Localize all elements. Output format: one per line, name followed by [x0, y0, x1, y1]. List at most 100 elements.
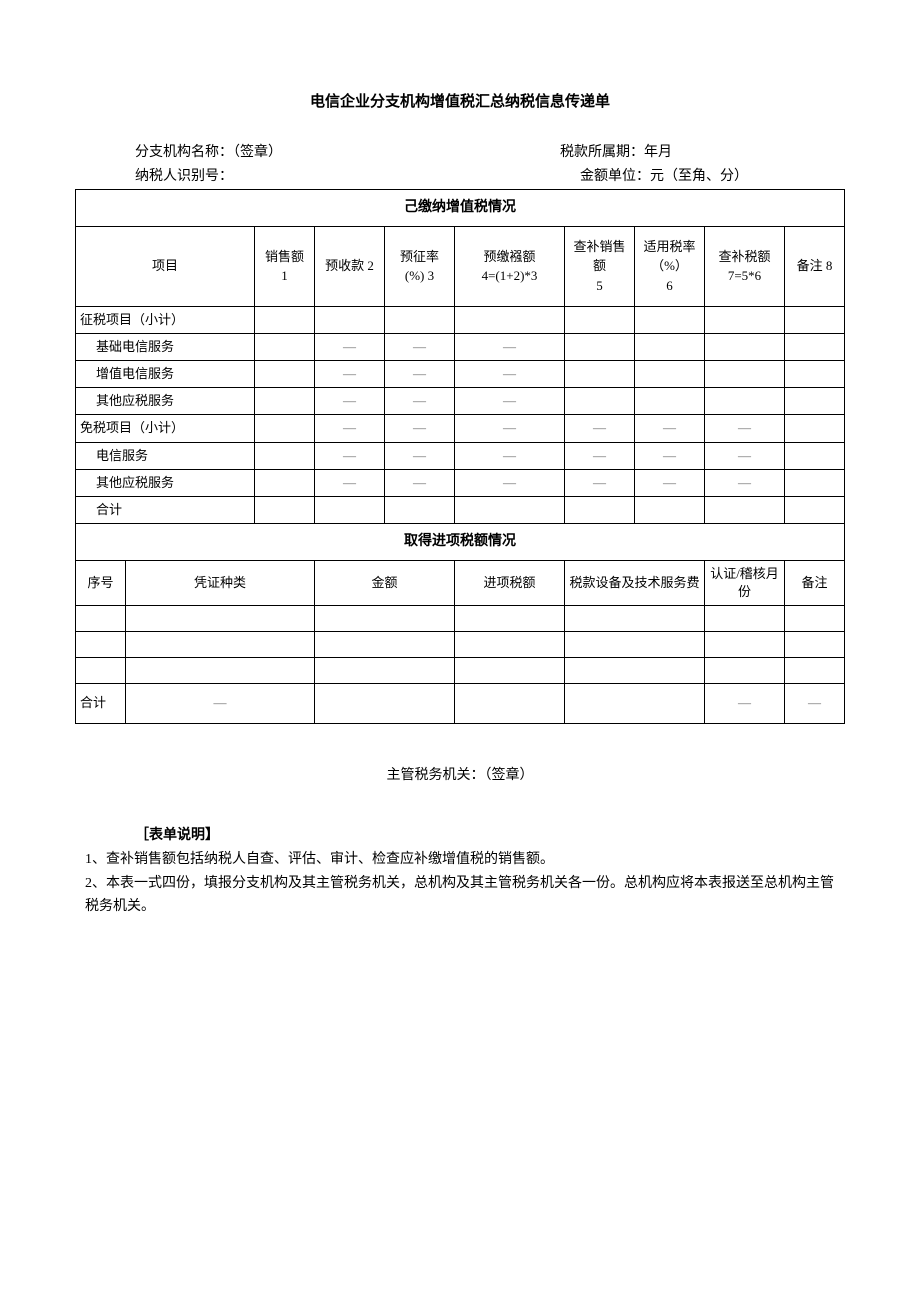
s1-r0-c2 — [385, 306, 455, 333]
s1-r6-c3: — — [455, 469, 565, 496]
s1-r6-c4: — — [565, 469, 635, 496]
s2-r0-c0 — [76, 606, 126, 632]
s2-r2-c2 — [315, 658, 455, 684]
s1-r2-c3: — — [455, 360, 565, 387]
s1-col-pretax: 预缴襁额4=(1+2)*3 — [455, 226, 565, 306]
s1-r0-c7 — [785, 306, 845, 333]
s1-r1-label: 基础电信服务 — [76, 333, 255, 360]
s2-r3-c6: — — [785, 684, 845, 724]
s1-r3-c3: — — [455, 388, 565, 415]
s2-r0-c6 — [785, 606, 845, 632]
s2-col-seq: 序号 — [76, 560, 126, 605]
s1-r7-label: 合计 — [76, 496, 255, 523]
s1-r3-label: 其他应税服务 — [76, 388, 255, 415]
s1-r7-c6 — [705, 496, 785, 523]
s2-col-voucher: 凭证种类 — [126, 560, 315, 605]
unit-label: 金额单位：元（至角、分） — [360, 165, 805, 185]
table-row — [76, 606, 845, 632]
s1-r5-label: 电信服务 — [76, 442, 255, 469]
section2-header: 取得进项税额情况 — [76, 524, 845, 561]
s1-r6-c0 — [255, 469, 315, 496]
s1-r2-c2: — — [385, 360, 455, 387]
s2-r1-c3 — [455, 632, 565, 658]
table-row: 其他应税服务 — — — — [76, 388, 845, 415]
table-row: 增值电信服务 — — — — [76, 360, 845, 387]
page-title: 电信企业分支机构增值税汇总纳税信息传递单 — [75, 90, 845, 111]
s1-r3-c7 — [785, 388, 845, 415]
s1-r2-c0 — [255, 360, 315, 387]
s1-col-apply-rate: 适用税率（%）6 — [635, 226, 705, 306]
note-2: 2、本表一式四份，填报分支机构及其主管税务机关，总机构及其主管税务机关各一份。总… — [85, 872, 835, 920]
s1-r2-c7 — [785, 360, 845, 387]
s1-r4-c7 — [785, 415, 845, 442]
s1-r1-c0 — [255, 333, 315, 360]
s1-r5-c2: — — [385, 442, 455, 469]
branch-label: 分支机构名称：（签章） — [135, 141, 380, 161]
main-table: 己缴纳增值税情况 项目 销售额1 预收款 2 预征率(%) 3 预缴襁额4=(1… — [75, 189, 845, 724]
s1-col-rate: 预征率(%) 3 — [385, 226, 455, 306]
s1-col-check-tax: 查补税额7=5*6 — [705, 226, 785, 306]
s1-r3-c5 — [635, 388, 705, 415]
s1-r4-c2: — — [385, 415, 455, 442]
s1-r6-c7 — [785, 469, 845, 496]
s1-r7-c2 — [385, 496, 455, 523]
s1-r0-c0 — [255, 306, 315, 333]
s1-r0-label: 征税项目（小计） — [76, 306, 255, 333]
s1-r3-c4 — [565, 388, 635, 415]
s1-r0-c3 — [455, 306, 565, 333]
s1-r0-c1 — [315, 306, 385, 333]
s1-r0-c5 — [635, 306, 705, 333]
section1-header: 己缴纳增值税情况 — [76, 190, 845, 227]
meta-row-1: 分支机构名称：（签章） 税款所属期：年月 — [75, 141, 845, 161]
s1-r5-c5: — — [635, 442, 705, 469]
s1-r5-c1: — — [315, 442, 385, 469]
s2-r0-c2 — [315, 606, 455, 632]
s1-r4-c1: — — [315, 415, 385, 442]
s1-col-check-sales: 查补销售额5 — [565, 226, 635, 306]
s2-col-remark: 备注 — [785, 560, 845, 605]
s1-r5-c3: — — [455, 442, 565, 469]
s2-col-audit-month: 认证/稽核月份 — [705, 560, 785, 605]
s1-r0-c6 — [705, 306, 785, 333]
table-row — [76, 658, 845, 684]
s1-r7-c0 — [255, 496, 315, 523]
s2-r2-c5 — [705, 658, 785, 684]
s1-r2-c6 — [705, 360, 785, 387]
s1-r2-c5 — [635, 360, 705, 387]
s2-r2-c1 — [126, 658, 315, 684]
s2-r3-c4 — [565, 684, 705, 724]
s2-r3-c1: — — [126, 684, 315, 724]
s2-r1-c5 — [705, 632, 785, 658]
s1-r5-c7 — [785, 442, 845, 469]
s2-r3-c5: — — [705, 684, 785, 724]
s1-r1-c6 — [705, 333, 785, 360]
s2-r2-c0 — [76, 658, 126, 684]
table-row: 其他应税服务 — — — — — — — [76, 469, 845, 496]
s1-r3-c0 — [255, 388, 315, 415]
notes-title: ［表单说明】 — [85, 824, 835, 848]
table-row: 征税项目（小计） — [76, 306, 845, 333]
s1-r4-label: 免税项目（小计） — [76, 415, 255, 442]
s1-r7-c3 — [455, 496, 565, 523]
s1-r1-c4 — [565, 333, 635, 360]
s1-r5-c4: — — [565, 442, 635, 469]
s2-r1-c6 — [785, 632, 845, 658]
s1-r4-c4: — — [565, 415, 635, 442]
s1-r6-c2: — — [385, 469, 455, 496]
s1-r2-c4 — [565, 360, 635, 387]
s1-r4-c6: — — [705, 415, 785, 442]
table-row: 合计 — [76, 496, 845, 523]
meta-row-2: 纳税人识别号： 金额单位：元（至角、分） — [75, 165, 845, 185]
s1-col-item: 项目 — [76, 226, 255, 306]
s1-r1-c2: — — [385, 333, 455, 360]
s1-r4-c3: — — [455, 415, 565, 442]
s1-r1-c1: — — [315, 333, 385, 360]
s1-r6-c6: — — [705, 469, 785, 496]
s1-col-sales: 销售额1 — [255, 226, 315, 306]
s1-r1-c5 — [635, 333, 705, 360]
table-row: 合计 — — — — [76, 684, 845, 724]
s2-r2-c4 — [565, 658, 705, 684]
s2-r1-c1 — [126, 632, 315, 658]
footer-sign: 主管税务机关：（签章） — [75, 764, 845, 784]
s1-r4-c0 — [255, 415, 315, 442]
